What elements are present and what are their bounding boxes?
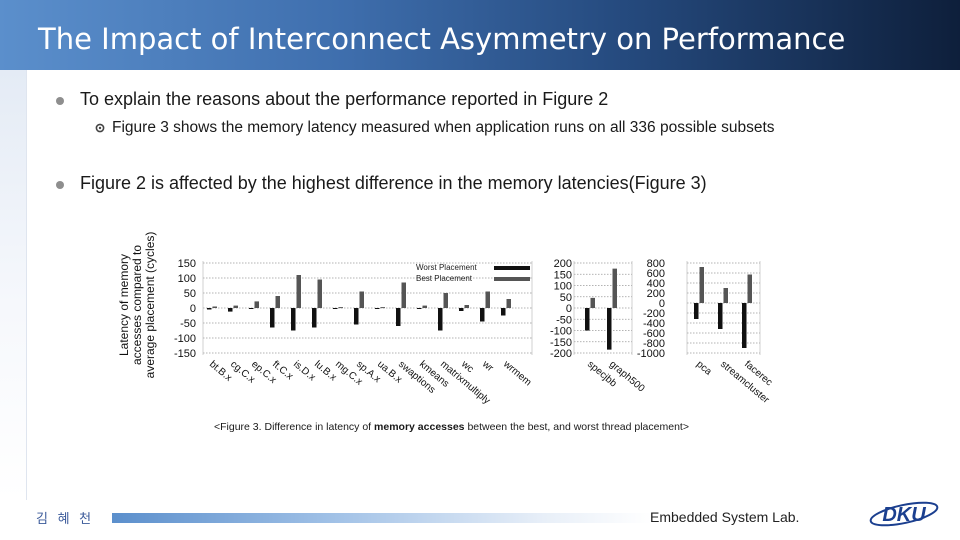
- y-tick-label: 0: [659, 298, 665, 310]
- chart-bar-worst: [291, 308, 296, 331]
- chart-bar-worst: [438, 308, 443, 331]
- y-tick-label: 150: [178, 258, 196, 270]
- x-tick-label: bt.B.x: [207, 359, 234, 384]
- y-axis-title: Latency of memory: [117, 254, 131, 356]
- y-tick-label: 200: [554, 258, 572, 270]
- chart-bar-best: [317, 279, 322, 308]
- y-tick-label: 200: [647, 288, 665, 300]
- legend-label: Worst Placement: [416, 263, 478, 272]
- chart-bar-worst: [207, 308, 212, 310]
- y-tick-label: 0: [190, 303, 196, 315]
- bullet-text: Figure 2 is affected by the highest diff…: [80, 173, 707, 193]
- legend-swatch: [494, 277, 530, 281]
- chart-bar-worst: [742, 303, 747, 348]
- y-tick-label: 100: [554, 281, 572, 293]
- chart-bar-worst: [480, 308, 485, 322]
- caption-bold: memory accesses: [374, 421, 465, 433]
- figure-3-chart: 150100500-50-100-150bt.B.xcg.C.xep.C.xft…: [117, 232, 774, 407]
- footer-author: 김 혜 천: [36, 511, 95, 526]
- sub-bullet-icon: [95, 123, 105, 133]
- chart-bar-worst: [585, 308, 590, 331]
- chart-bar-worst: [501, 308, 506, 316]
- y-tick-label: -400: [643, 318, 665, 330]
- chart-bar-best: [443, 293, 448, 308]
- figure-caption: <Figure 3. Difference in latency of memo…: [214, 421, 689, 433]
- y-tick-label: 400: [647, 278, 665, 290]
- legend-label: Best Placement: [416, 274, 473, 283]
- chart-bar-worst: [270, 308, 275, 328]
- y-tick-label: -100: [174, 333, 196, 345]
- y-tick-label: -50: [180, 318, 196, 330]
- chart-bar-worst: [694, 303, 699, 319]
- slide-header: The Impact of Interconnect Asymmetry on …: [0, 0, 960, 70]
- sidebar-rule: [26, 70, 27, 500]
- chart-bar-worst: [375, 308, 380, 309]
- y-tick-label: -1000: [637, 348, 665, 360]
- y-tick-label: 0: [566, 303, 572, 315]
- dku-logo: DKU: [869, 501, 939, 527]
- y-tick-label: -150: [550, 337, 572, 349]
- chart-bar-best: [296, 275, 301, 308]
- y-tick-label: -600: [643, 328, 665, 340]
- chart-bar-worst: [354, 308, 359, 325]
- chart-bar-worst: [417, 308, 422, 309]
- chart-bar-best: [401, 282, 406, 308]
- chart-bar-best: [464, 305, 469, 308]
- y-tick-label: 600: [647, 268, 665, 280]
- x-tick-label: pca: [694, 359, 714, 378]
- bullet-dot: [56, 181, 64, 189]
- x-tick-label: wrmem: [500, 358, 533, 388]
- y-tick-label: -800: [643, 338, 665, 350]
- slide-title: The Impact of Interconnect Asymmetry on …: [38, 22, 846, 56]
- footer-bar: [112, 513, 652, 523]
- chart-bar-best: [747, 274, 752, 303]
- y-tick-label: 150: [554, 269, 572, 281]
- chart-bar-best: [699, 267, 704, 303]
- chart-bar-worst: [228, 308, 233, 312]
- chart-bar-worst: [312, 308, 317, 328]
- y-tick-label: -100: [550, 326, 572, 338]
- legend-swatch: [494, 266, 530, 270]
- y-tick-label: -50: [556, 314, 572, 326]
- chart-bar-best: [212, 306, 217, 308]
- sub-bullet-text: Figure 3 shows the memory latency measur…: [112, 119, 775, 136]
- chart-bar-best: [254, 301, 259, 308]
- chart-bar-worst: [333, 308, 338, 309]
- chart-bar-worst: [459, 308, 464, 311]
- chart-bar-best: [422, 305, 427, 308]
- chart-bar-best: [485, 291, 490, 308]
- x-tick-label: lu.B.x: [312, 359, 338, 384]
- y-tick-label: -200: [643, 308, 665, 320]
- y-tick-label: 100: [178, 273, 196, 285]
- y-tick-label: -200: [550, 348, 572, 360]
- chart-bar-worst: [249, 308, 254, 309]
- chart-bar-worst: [607, 308, 612, 350]
- chart-bar-worst: [718, 303, 723, 329]
- bullet-text: To explain the reasons about the perform…: [80, 89, 609, 109]
- chart-bar-worst: [396, 308, 401, 326]
- y-tick-label: -150: [174, 348, 196, 360]
- footer-lab-name: Embedded System Lab.: [650, 509, 800, 525]
- y-axis-title: accesses compared to: [130, 245, 144, 365]
- chart-bar-best: [723, 288, 728, 303]
- y-tick-label: 50: [184, 288, 196, 300]
- x-tick-label: is.D.x: [291, 359, 317, 383]
- chart-bar-best: [590, 297, 595, 308]
- chart-bar-best: [275, 296, 280, 308]
- chart-bar-best: [612, 268, 617, 308]
- svg-text:DKU: DKU: [882, 504, 926, 526]
- bullet-dot: [56, 97, 64, 105]
- chart-bar-best: [359, 291, 364, 308]
- x-tick-label: wr: [479, 358, 495, 374]
- y-tick-label: 800: [647, 258, 665, 270]
- chart-bar-best: [338, 307, 343, 309]
- y-tick-label: 50: [560, 292, 572, 304]
- y-axis-title: average placement (cycles): [143, 232, 157, 379]
- chart-bar-best: [506, 299, 511, 308]
- chart-bar-best: [233, 305, 238, 308]
- sidebar-decoration: [0, 70, 26, 500]
- chart-bar-best: [380, 307, 385, 309]
